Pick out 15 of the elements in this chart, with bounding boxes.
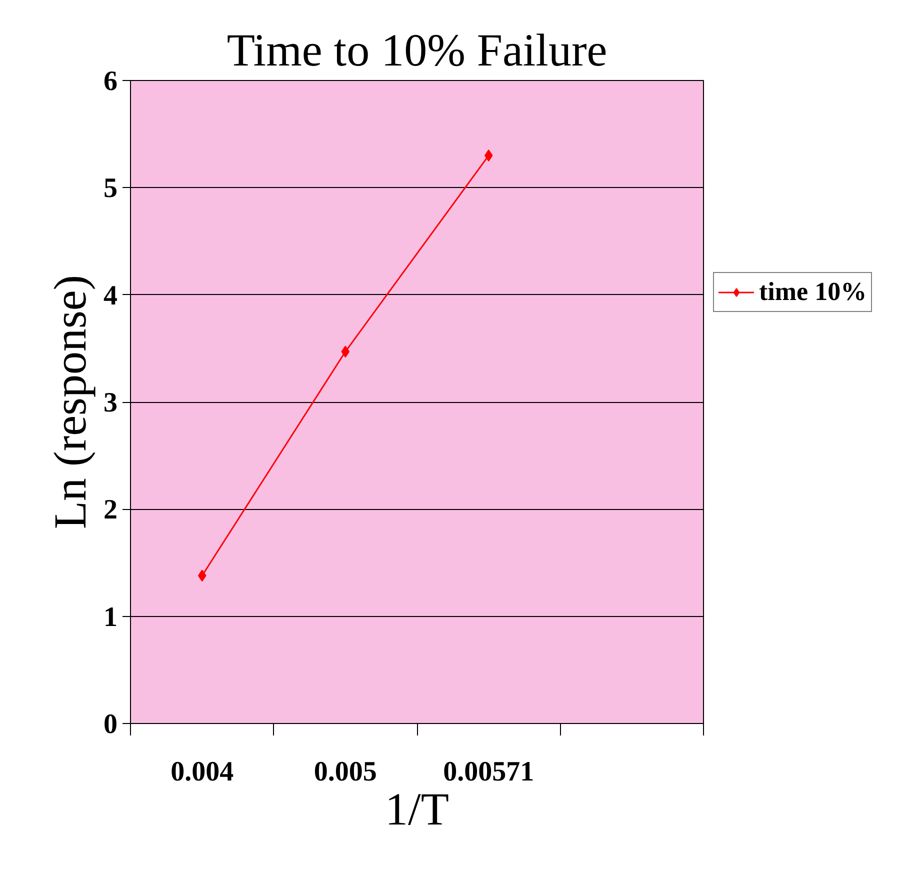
y-tick-label: 3 [104,388,118,418]
x-tick-label: 0.005 [314,756,377,788]
y-tick-label: 0 [104,709,118,740]
x-tick-label: 0.004 [170,756,234,788]
chart-title: Time to 10% Failure [226,24,608,76]
y-tick-label: 6 [104,66,118,97]
legend-label: time 10% [759,277,867,307]
y-axis-title: Ln (response) [44,274,96,530]
y-tick-label: 2 [104,494,118,526]
point [484,150,493,162]
point [341,346,350,358]
y-tick-label: 4 [104,280,118,312]
y-tick-label: 5 [104,173,118,204]
y-tick-label: 1 [104,602,118,633]
point [198,570,206,582]
